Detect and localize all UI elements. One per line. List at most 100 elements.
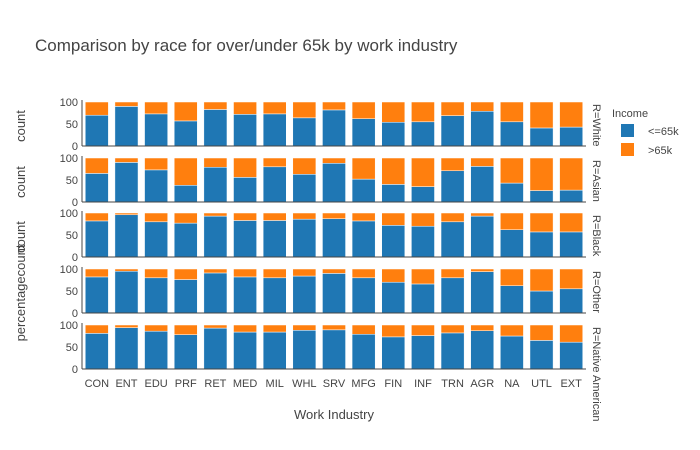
bar-over-65k[interactable] (233, 268, 257, 278)
bar-under-65k[interactable] (144, 221, 168, 258)
bar-under-65k[interactable] (559, 231, 583, 258)
bar-over-65k[interactable] (529, 157, 554, 191)
bar-over-65k[interactable] (322, 324, 346, 331)
bar-over-65k[interactable] (322, 212, 346, 219)
bar-under-65k[interactable] (351, 118, 376, 147)
bar-under-65k[interactable] (292, 218, 317, 258)
bar-over-65k[interactable] (381, 324, 406, 338)
bar-under-65k[interactable] (470, 271, 495, 314)
bar-under-65k[interactable] (529, 290, 554, 314)
bar-under-65k[interactable] (440, 221, 465, 258)
bar-under-65k[interactable] (233, 177, 257, 203)
bar-under-65k[interactable] (292, 117, 317, 147)
bar-over-65k[interactable] (114, 324, 139, 328)
bar-under-65k[interactable] (85, 333, 109, 370)
bar-under-65k[interactable] (262, 277, 287, 314)
bar-under-65k[interactable] (470, 166, 495, 203)
bar-under-65k[interactable] (351, 178, 376, 203)
bar-under-65k[interactable] (322, 273, 346, 314)
bar-under-65k[interactable] (233, 114, 257, 147)
bar-under-65k[interactable] (440, 277, 465, 314)
bar-over-65k[interactable] (500, 157, 524, 184)
bar-under-65k[interactable] (559, 341, 583, 370)
bar-under-65k[interactable] (85, 276, 109, 314)
bar-under-65k[interactable] (500, 285, 524, 314)
bar-over-65k[interactable] (262, 324, 287, 333)
bar-under-65k[interactable] (529, 340, 554, 370)
bar-over-65k[interactable] (114, 157, 139, 163)
bar-over-65k[interactable] (411, 324, 435, 336)
bar-under-65k[interactable] (203, 166, 228, 203)
bar-over-65k[interactable] (144, 101, 168, 115)
bar-over-65k[interactable] (173, 268, 198, 280)
bar-under-65k[interactable] (470, 215, 495, 258)
bar-under-65k[interactable] (144, 277, 168, 314)
bar-under-65k[interactable] (381, 121, 406, 147)
legend-swatch[interactable] (621, 143, 634, 156)
bar-under-65k[interactable] (262, 166, 287, 203)
bar-under-65k[interactable] (470, 110, 495, 147)
bar-under-65k[interactable] (203, 327, 228, 370)
bar-over-65k[interactable] (500, 101, 524, 123)
bar-under-65k[interactable] (114, 214, 139, 258)
bar-under-65k[interactable] (351, 277, 376, 314)
bar-over-65k[interactable] (144, 212, 168, 223)
bar-over-65k[interactable] (262, 268, 287, 279)
bar-over-65k[interactable] (381, 101, 406, 123)
bar-under-65k[interactable] (440, 332, 465, 370)
bar-over-65k[interactable] (173, 324, 198, 335)
bar-over-65k[interactable] (292, 324, 317, 331)
bar-over-65k[interactable] (470, 157, 495, 167)
bar-over-65k[interactable] (440, 157, 465, 172)
bar-over-65k[interactable] (381, 268, 406, 283)
bar-under-65k[interactable] (203, 109, 228, 147)
bar-under-65k[interactable] (411, 335, 435, 370)
bar-under-65k[interactable] (114, 270, 139, 314)
bar-over-65k[interactable] (203, 324, 228, 329)
bar-over-65k[interactable] (529, 268, 554, 292)
bar-under-65k[interactable] (114, 162, 139, 203)
bar-over-65k[interactable] (233, 157, 257, 178)
bar-over-65k[interactable] (411, 101, 435, 123)
bar-over-65k[interactable] (292, 157, 317, 175)
bar-over-65k[interactable] (144, 324, 168, 332)
bar-over-65k[interactable] (529, 101, 554, 129)
bar-under-65k[interactable] (322, 218, 346, 258)
bar-under-65k[interactable] (173, 279, 198, 314)
bar-under-65k[interactable] (411, 225, 435, 258)
bar-over-65k[interactable] (203, 157, 228, 168)
bar-over-65k[interactable] (173, 101, 198, 122)
bar-under-65k[interactable] (114, 327, 139, 370)
bar-under-65k[interactable] (529, 231, 554, 258)
bar-over-65k[interactable] (500, 324, 524, 337)
bar-under-65k[interactable] (440, 170, 465, 203)
bar-over-65k[interactable] (144, 157, 168, 171)
bar-over-65k[interactable] (233, 324, 257, 333)
bar-under-65k[interactable] (85, 173, 109, 203)
bar-over-65k[interactable] (262, 101, 287, 115)
bar-over-65k[interactable] (440, 268, 465, 279)
bar-under-65k[interactable] (262, 113, 287, 147)
bar-over-65k[interactable] (411, 212, 435, 227)
bar-under-65k[interactable] (529, 190, 554, 203)
bar-over-65k[interactable] (203, 101, 228, 110)
bar-over-65k[interactable] (529, 212, 554, 233)
bar-over-65k[interactable] (500, 212, 524, 230)
bar-under-65k[interactable] (233, 276, 257, 314)
bar-under-65k[interactable] (233, 331, 257, 370)
bar-under-65k[interactable] (529, 127, 554, 147)
bar-over-65k[interactable] (233, 101, 257, 115)
bar-under-65k[interactable] (500, 121, 524, 147)
bar-over-65k[interactable] (292, 212, 317, 220)
legend-swatch[interactable] (621, 124, 634, 137)
bar-over-65k[interactable] (322, 157, 346, 164)
bar-under-65k[interactable] (114, 106, 139, 147)
bar-over-65k[interactable] (292, 101, 317, 119)
bar-over-65k[interactable] (114, 101, 139, 107)
bar-under-65k[interactable] (173, 185, 198, 203)
bar-over-65k[interactable] (559, 157, 583, 191)
bar-under-65k[interactable] (292, 330, 317, 370)
bar-under-65k[interactable] (144, 169, 168, 203)
bar-under-65k[interactable] (440, 115, 465, 147)
bar-over-65k[interactable] (351, 324, 376, 335)
